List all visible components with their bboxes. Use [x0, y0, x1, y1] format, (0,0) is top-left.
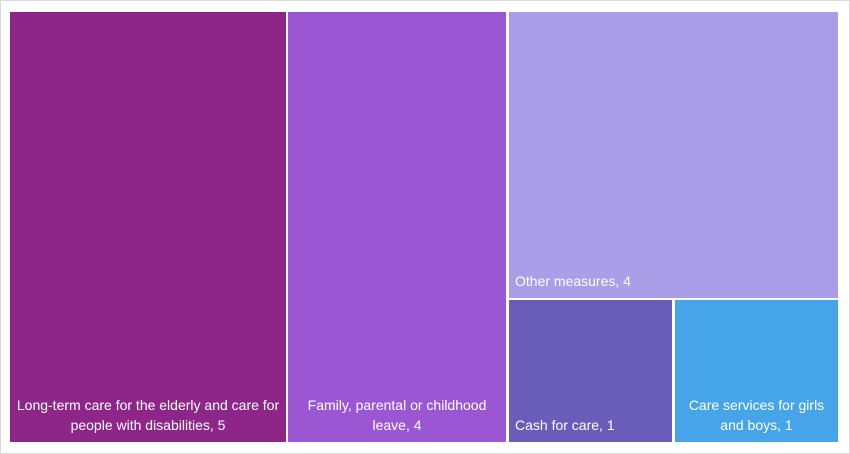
treemap-tile-care-services: Care services for girls and boys, 1: [675, 300, 838, 442]
tile-label-cash-for-care: Cash for care, 1: [515, 417, 615, 433]
treemap-tile-long-term-care: Long-term care for the elderly and care …: [10, 12, 286, 442]
tile-label-care-services: Care services for girls and boys, 1: [688, 397, 825, 433]
tile-label-other-measures: Other measures, 4: [515, 273, 631, 289]
tile-label-family-leave: Family, parental or childhood leave, 4: [307, 397, 487, 433]
treemap-tile-family-leave: Family, parental or childhood leave, 4: [288, 12, 506, 442]
tile-label-long-term-care: Long-term care for the elderly and care …: [16, 397, 280, 433]
treemap-tile-other-measures: Other measures, 4: [509, 12, 838, 298]
treemap-tile-cash-for-care: Cash for care, 1: [509, 300, 672, 442]
